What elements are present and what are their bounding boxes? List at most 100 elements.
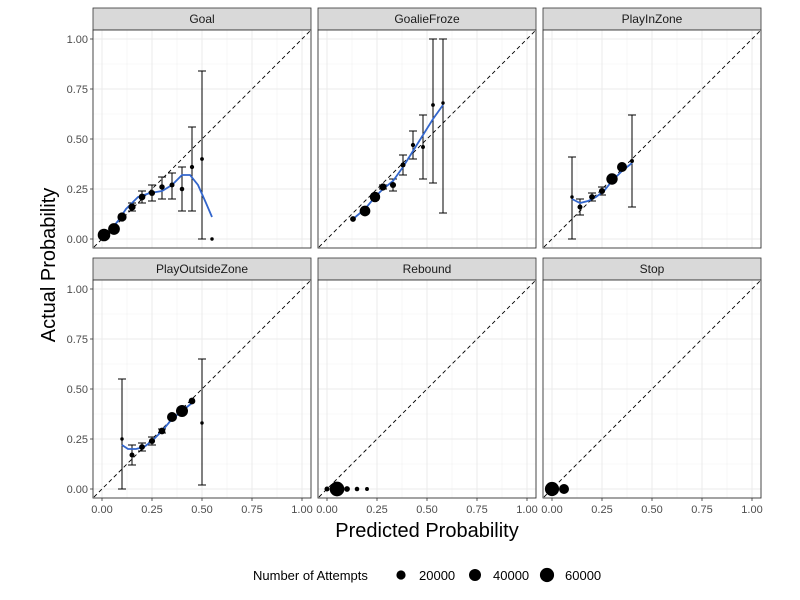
reference-line [318,30,536,248]
y-tick-label: 0.75 [67,84,88,96]
x-tick-label: 1.00 [741,504,762,516]
strip-label: PlayOutsideZone [156,262,248,276]
data-point [410,142,416,148]
strip-label: PlayInZone [622,12,683,26]
y-tick-label: 0.50 [67,134,88,146]
x-tick-label: 0.50 [416,504,437,516]
strip-label: Goal [189,12,214,26]
data-point [108,223,120,235]
data-point [200,157,204,161]
y-tick-label: 0.25 [67,434,88,446]
data-point [350,216,356,222]
y-tick-label: 0.50 [67,384,88,396]
data-point [630,159,634,163]
strip-label: Rebound [403,262,452,276]
legend: Number of Attempts 20000 40000 60000 [253,567,601,583]
data-point [365,487,369,491]
reference-line [543,280,761,498]
data-point [606,173,618,185]
legend-key-60000 [539,567,555,583]
y-tick-label: 0.00 [67,234,88,246]
smooth-line [352,104,444,220]
legend-label-60000: 60000 [565,568,601,583]
y-tick-label: 1.00 [67,34,88,46]
data-point [369,191,381,203]
data-point [617,162,627,172]
x-tick-label: 0.00 [541,504,562,516]
y-axis-title: Actual Probability [38,188,60,343]
x-tick-label: 1.00 [516,504,537,516]
data-point [598,187,606,195]
data-point [379,183,387,191]
data-point [179,186,185,192]
panel-goaliefroze: GoalieFroze [317,7,537,249]
data-point [589,194,595,200]
data-point [389,181,397,189]
data-point [97,228,111,242]
x-tick-label: 0.75 [691,504,712,516]
legend-key-40000 [469,569,481,581]
smooth-line [571,162,633,204]
y-tick-label: 0.75 [67,334,88,346]
data-point [544,481,560,497]
data-point [129,452,135,458]
data-point [359,205,371,217]
x-tick-label: 0.00 [316,504,337,516]
data-point [400,162,406,168]
data-point [421,145,425,149]
reference-line [318,280,536,498]
data-point [200,421,204,425]
y-tick-label: 0.00 [67,484,88,496]
x-tick-label: 0.50 [191,504,212,516]
panel-rebound: Rebound 0.00 0.25 0.50 0.75 1.00 [316,257,538,516]
data-point [139,444,145,450]
data-point [158,427,166,435]
data-point [138,193,146,201]
data-point [159,184,165,190]
legend-keys: 20000 40000 60000 [396,567,601,583]
panel-playoutsidezone: PlayOutsideZone 0.00 0.25 0.50 0.75 1.00 0.00 0… [67,257,313,516]
data-point [176,405,188,417]
legend-title: Number of Attempts [253,568,368,583]
data-point [128,203,136,211]
panel-border [317,29,537,249]
strip-label: GoalieFroze [394,12,460,26]
data-point [329,481,345,497]
panel-border [542,29,762,249]
x-tick-label: 0.25 [591,504,612,516]
data-point [148,437,156,445]
legend-key-20000 [396,570,406,580]
legend-label-40000: 40000 [493,568,529,583]
data-point [577,204,583,210]
data-point [148,189,156,197]
reference-line [93,280,311,498]
data-point [354,486,360,492]
x-tick-label: 0.25 [141,504,162,516]
data-point [324,486,330,492]
x-tick-label: 0.75 [241,504,262,516]
x-tick-label: 0.75 [466,504,487,516]
panel-grid: Goal 0.00 0.25 0.50 0.75 1.00 GoalieFroze PlayI… [67,7,763,516]
panel-goal: Goal 0.00 0.25 0.50 0.75 1.00 [67,7,312,249]
y-tick-label: 1.00 [67,284,88,296]
data-point [117,212,127,222]
smooth-line [107,174,213,234]
data-point [559,484,569,494]
data-point [188,397,196,405]
strip-label: Stop [640,262,665,276]
data-point [570,195,574,199]
data-point [441,101,445,105]
x-tick-label: 0.50 [641,504,662,516]
x-tick-label: 0.00 [91,504,112,516]
x-tick-label: 0.25 [366,504,387,516]
data-point [169,182,175,188]
data-point [344,486,350,492]
legend-label-20000: 20000 [419,568,455,583]
panel-stop: Stop 0.00 0.25 0.50 0.75 1.00 [541,257,763,516]
data-point [120,437,124,441]
y-tick-label: 0.25 [67,184,88,196]
data-point [167,412,177,422]
data-point [431,103,435,107]
panel-playinzone: PlayInZone [542,7,762,249]
